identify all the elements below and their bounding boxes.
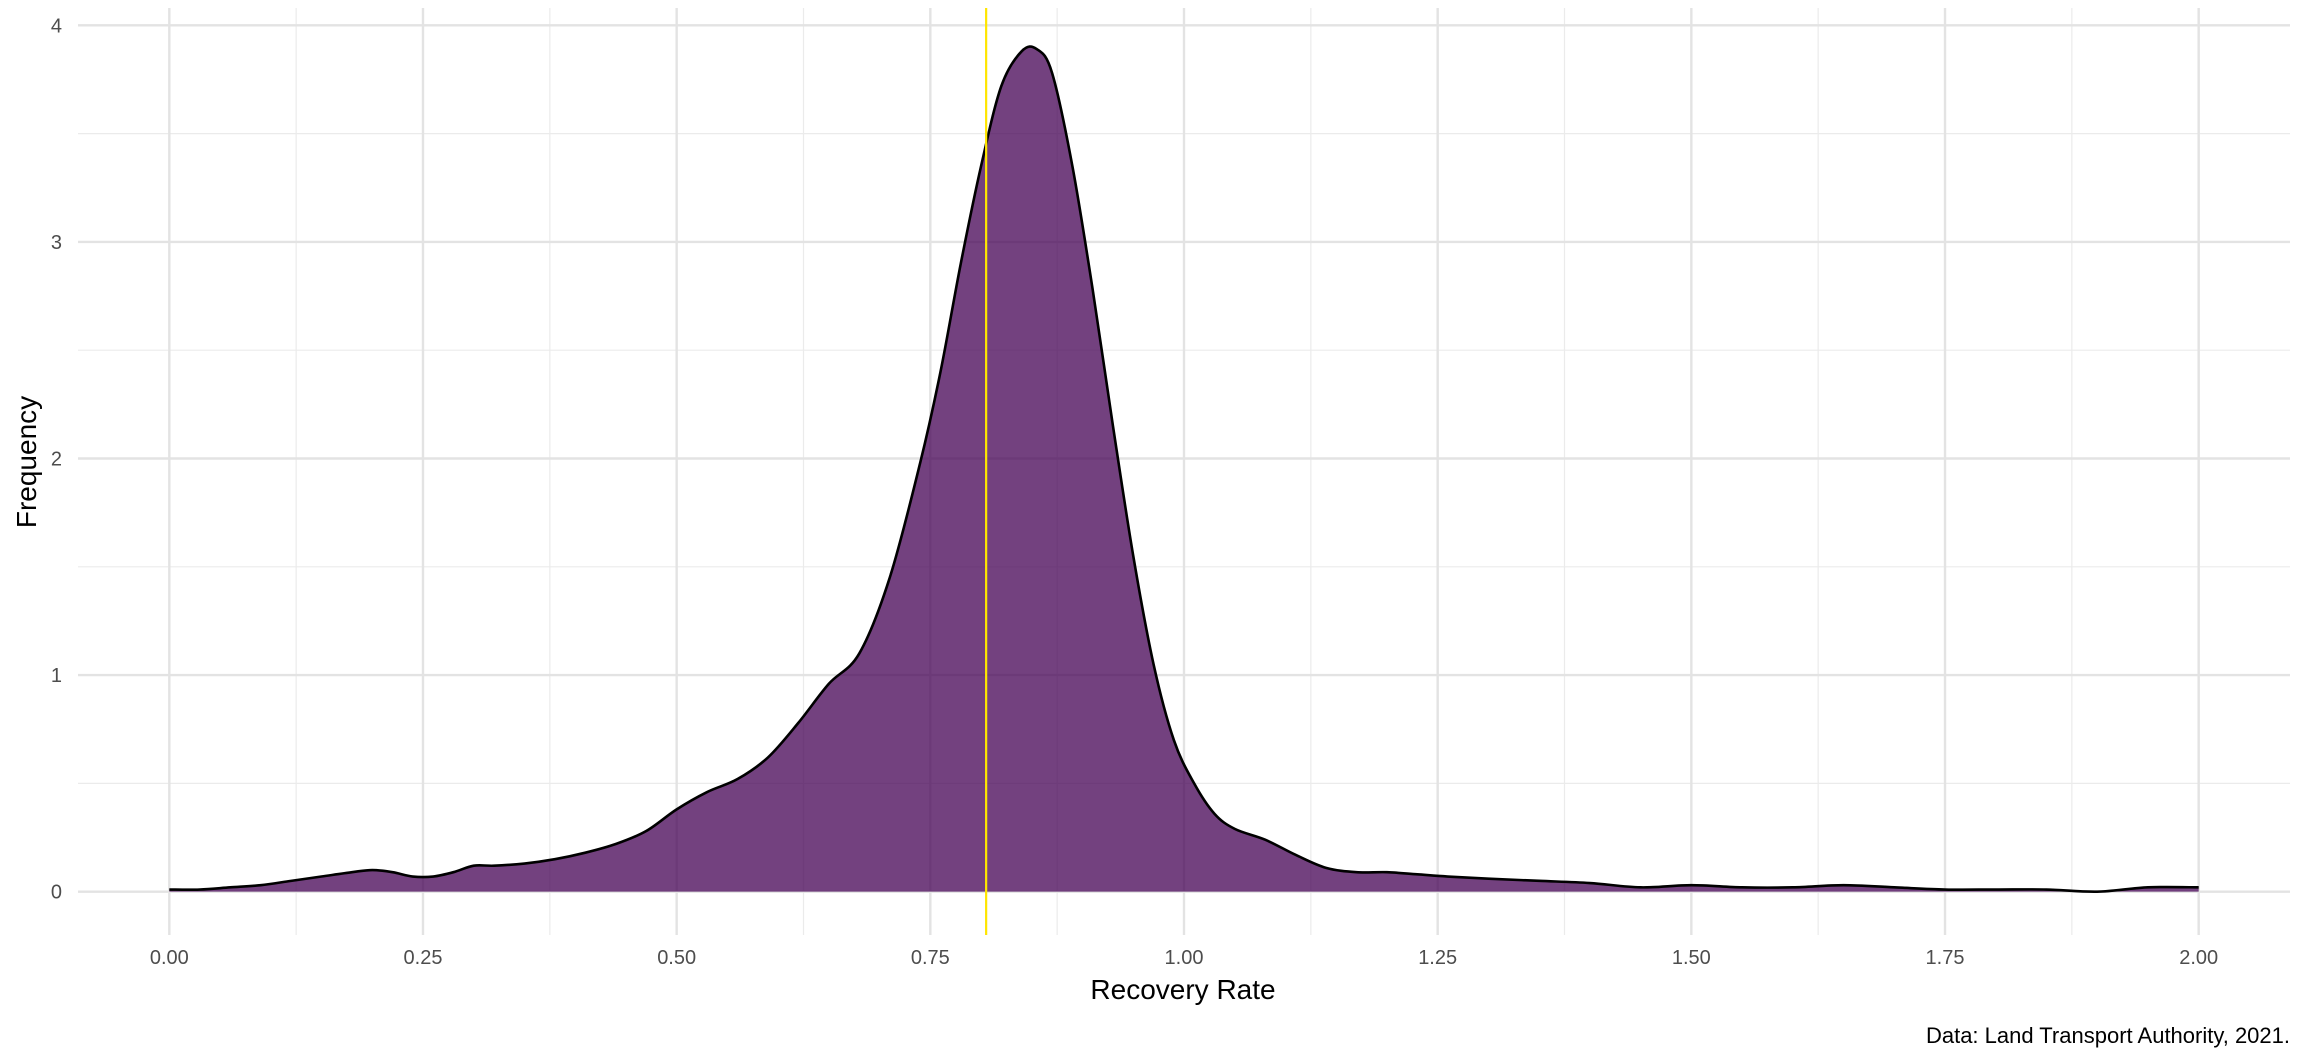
y-tick-label: 2 <box>51 449 62 471</box>
y-tick-labels: 0 1 2 3 4 <box>51 15 62 903</box>
x-tick-label: 1.50 <box>1672 947 1711 969</box>
density-line <box>169 45 2199 894</box>
y-tick-label: 0 <box>51 882 62 904</box>
density-series <box>169 45 2199 894</box>
x-tick-labels: 0.00 0.25 0.50 0.75 1.00 1.25 1.50 1.75 2.00 <box>150 947 2218 969</box>
x-tick-label: 2.00 <box>2179 947 2218 969</box>
chart-caption: Data: Land Transport Authority, 2021. <box>1926 1023 2290 1048</box>
x-tick-label: 0.75 <box>911 947 950 969</box>
y-axis-title: Frequency <box>11 396 42 528</box>
y-tick-label: 4 <box>51 15 62 37</box>
x-tick-label: 0.50 <box>657 947 696 969</box>
y-tick-label: 1 <box>51 665 62 687</box>
x-tick-label: 1.00 <box>1165 947 1204 969</box>
x-tick-label: 1.25 <box>1418 947 1457 969</box>
y-tick-label: 3 <box>51 232 62 254</box>
x-tick-label: 0.25 <box>404 947 443 969</box>
x-tick-label: 0.00 <box>150 947 189 969</box>
x-tick-label: 1.75 <box>1926 947 1965 969</box>
x-axis-title: Recovery Rate <box>1090 974 1275 1005</box>
